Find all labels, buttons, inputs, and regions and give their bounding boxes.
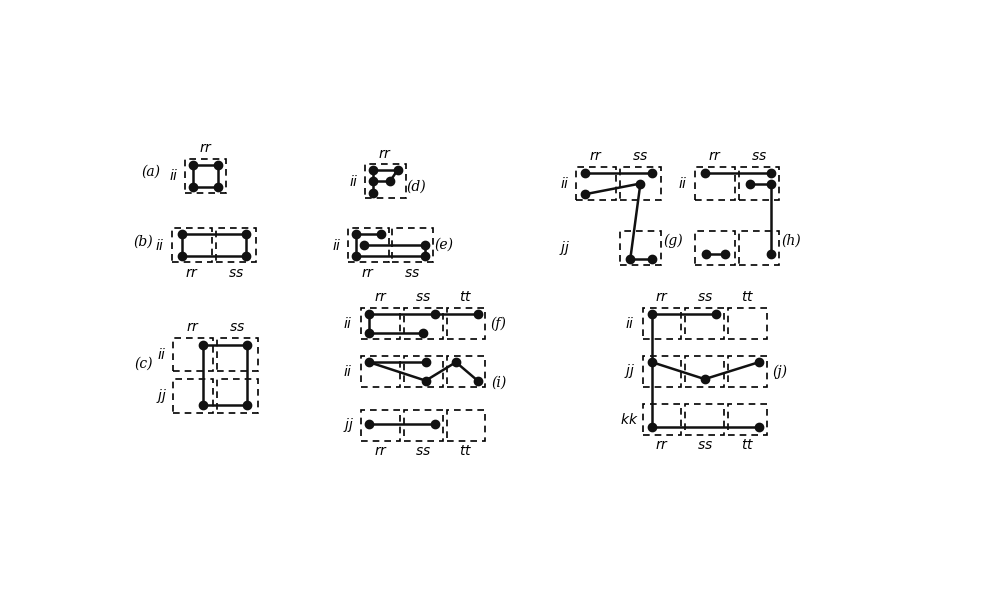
Text: $ii$: $ii$ bbox=[678, 176, 688, 191]
Text: $rr$: $rr$ bbox=[374, 444, 388, 458]
Text: $ss$: $ss$ bbox=[697, 438, 713, 452]
Text: $ii$: $ii$ bbox=[332, 238, 341, 253]
Bar bbox=[447, 356, 485, 387]
Bar bbox=[685, 308, 724, 339]
Text: $ii$: $ii$ bbox=[155, 238, 165, 253]
Bar bbox=[173, 337, 213, 371]
Text: $rr$: $rr$ bbox=[655, 291, 669, 304]
Bar bbox=[643, 308, 681, 339]
Text: $ss$: $ss$ bbox=[751, 149, 767, 163]
Bar bbox=[365, 164, 406, 198]
Bar bbox=[728, 404, 767, 434]
Bar bbox=[216, 228, 256, 262]
Bar bbox=[728, 308, 767, 339]
Text: $ss$: $ss$ bbox=[404, 266, 421, 280]
Text: $ii$: $ii$ bbox=[349, 174, 358, 189]
Text: (f): (f) bbox=[491, 316, 506, 331]
Bar bbox=[695, 231, 735, 265]
Text: $ss$: $ss$ bbox=[415, 291, 431, 304]
Bar bbox=[173, 379, 213, 413]
Text: $ii$: $ii$ bbox=[560, 176, 569, 191]
Text: (i): (i) bbox=[491, 376, 506, 390]
Text: $ss$: $ss$ bbox=[415, 444, 431, 458]
Text: (a): (a) bbox=[141, 165, 160, 179]
Bar bbox=[404, 410, 443, 441]
Text: $rr$: $rr$ bbox=[361, 266, 375, 280]
Bar bbox=[620, 231, 661, 265]
Text: $tt$: $tt$ bbox=[741, 291, 754, 304]
Text: $ss$: $ss$ bbox=[697, 291, 713, 304]
Text: $rr$: $rr$ bbox=[708, 149, 722, 163]
Bar bbox=[643, 356, 681, 387]
Bar bbox=[392, 228, 433, 262]
Bar bbox=[404, 308, 443, 339]
Bar bbox=[695, 167, 735, 201]
Bar bbox=[643, 404, 681, 434]
Bar bbox=[348, 228, 388, 262]
Bar bbox=[447, 308, 485, 339]
Text: $ss$: $ss$ bbox=[228, 266, 244, 280]
Text: (b): (b) bbox=[134, 234, 153, 248]
Bar bbox=[361, 356, 400, 387]
Text: $jj$: $jj$ bbox=[156, 387, 167, 405]
Bar bbox=[185, 159, 226, 193]
Bar bbox=[739, 231, 779, 265]
Text: $ii$: $ii$ bbox=[343, 316, 353, 331]
Text: $ii$: $ii$ bbox=[625, 316, 634, 331]
Text: (h): (h) bbox=[782, 234, 801, 247]
Text: (d): (d) bbox=[407, 180, 426, 193]
Text: $jj$: $jj$ bbox=[624, 362, 635, 380]
Bar bbox=[361, 308, 400, 339]
Text: $jj$: $jj$ bbox=[343, 416, 354, 434]
Text: $ss$: $ss$ bbox=[632, 149, 648, 163]
Text: $ss$: $ss$ bbox=[229, 320, 245, 334]
Bar bbox=[217, 337, 258, 371]
Text: (g): (g) bbox=[663, 234, 683, 248]
Text: $ii$: $ii$ bbox=[169, 168, 179, 183]
Bar bbox=[172, 228, 212, 262]
Text: $tt$: $tt$ bbox=[459, 444, 473, 458]
Bar bbox=[447, 410, 485, 441]
Bar bbox=[576, 167, 616, 201]
Text: (e): (e) bbox=[434, 238, 453, 252]
Text: $rr$: $rr$ bbox=[589, 149, 603, 163]
Text: $rr$: $rr$ bbox=[378, 147, 392, 161]
Text: $tt$: $tt$ bbox=[741, 438, 754, 452]
Text: (c): (c) bbox=[134, 357, 153, 371]
Bar bbox=[620, 167, 661, 201]
Text: $ii$: $ii$ bbox=[157, 347, 166, 362]
Bar bbox=[361, 410, 400, 441]
Text: $jj$: $jj$ bbox=[559, 239, 570, 257]
Text: $rr$: $rr$ bbox=[199, 141, 213, 155]
Bar bbox=[404, 356, 443, 387]
Text: $tt$: $tt$ bbox=[459, 291, 473, 304]
Text: $rr$: $rr$ bbox=[185, 266, 199, 280]
Bar bbox=[685, 404, 724, 434]
Text: $rr$: $rr$ bbox=[186, 320, 200, 334]
Text: (j): (j) bbox=[772, 364, 787, 379]
Bar bbox=[217, 379, 258, 413]
Bar bbox=[685, 356, 724, 387]
Text: $kk$: $kk$ bbox=[620, 412, 639, 426]
Text: $ii$: $ii$ bbox=[343, 364, 353, 379]
Bar bbox=[728, 356, 767, 387]
Text: $rr$: $rr$ bbox=[374, 291, 388, 304]
Bar bbox=[739, 167, 779, 201]
Text: $rr$: $rr$ bbox=[655, 438, 669, 452]
